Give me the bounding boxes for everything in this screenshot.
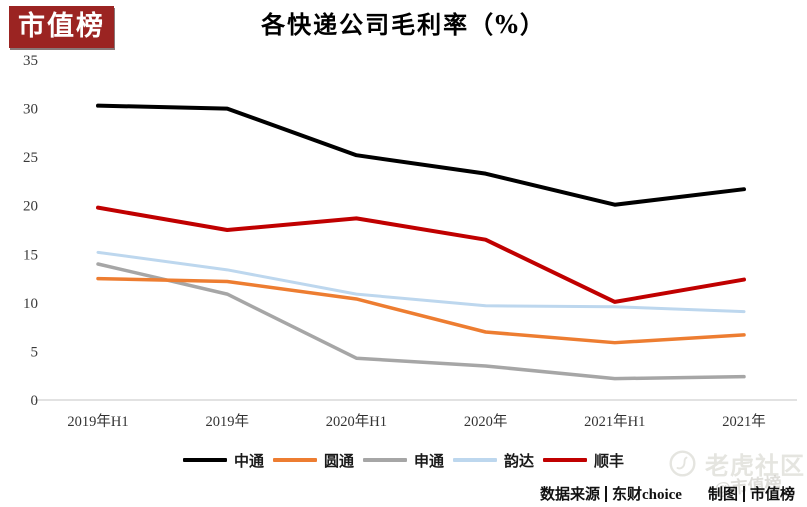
y-tick-label: 25 xyxy=(23,150,38,166)
legend-swatch xyxy=(543,458,588,462)
legend-label: 韵达 xyxy=(504,453,535,470)
legend-item: 顺丰 xyxy=(543,450,624,471)
legend-swatch xyxy=(272,458,317,462)
series-line-申通 xyxy=(96,262,746,381)
y-tick-label: 30 xyxy=(23,102,38,118)
legend-item: 申通 xyxy=(362,450,444,471)
tiger-community-watermark: 老虎社区 xyxy=(668,446,805,481)
source-value: 东财choice xyxy=(611,487,682,503)
attribution: 数据来源 东财choice 制图 市值榜 xyxy=(540,483,795,504)
legend-swatch xyxy=(182,458,227,462)
series-line-韵达 xyxy=(96,250,746,314)
x-tick-label: 2019年H1 xyxy=(67,413,128,430)
legend-item: 韵达 xyxy=(453,450,534,471)
legend-label: 申通 xyxy=(413,453,444,470)
divider xyxy=(604,485,607,502)
y-tick-label: 35 xyxy=(23,53,38,69)
divider xyxy=(742,485,745,502)
x-tick-label: 2021年H1 xyxy=(584,413,645,430)
x-tick-label: 2020年H1 xyxy=(326,413,387,430)
legend-item: 圆通 xyxy=(272,450,354,471)
tiger-community-label: 老虎社区 xyxy=(705,453,805,480)
credit-label: 制图 xyxy=(707,487,738,503)
legend-swatch xyxy=(362,458,407,462)
y-tick-label: 15 xyxy=(23,247,38,263)
x-tick-label: 2021年 xyxy=(722,413,766,430)
series-line-圆通 xyxy=(96,276,746,345)
legend-label: 顺丰 xyxy=(594,453,625,470)
chart-legend: 中通 圆通 申通 韵达 顺丰 xyxy=(0,449,807,471)
legend-swatch xyxy=(453,458,497,462)
y-tick-label: 20 xyxy=(23,199,38,215)
x-tick-label: 2020年 xyxy=(464,413,508,430)
brand-logo: 市值榜 xyxy=(9,6,114,48)
y-tick-label: 5 xyxy=(31,344,39,360)
chart-title: 各快递公司毛利率（%） xyxy=(261,10,546,39)
legend-label: 圆通 xyxy=(323,453,354,470)
tiger-logo-icon xyxy=(669,450,696,477)
brand-logo-text: 市值榜 xyxy=(18,11,105,41)
credit-value: 市值榜 xyxy=(749,487,795,503)
source-label: 数据来源 xyxy=(539,487,600,503)
legend-label: 中通 xyxy=(233,453,264,470)
x-tick-label: 2019年 xyxy=(205,413,249,430)
y-tick-label: 0 xyxy=(31,393,39,409)
series-line-中通 xyxy=(96,103,746,207)
y-tick-label: 10 xyxy=(23,296,38,312)
legend-item: 中通 xyxy=(182,450,264,471)
series-line-顺丰 xyxy=(96,205,746,304)
